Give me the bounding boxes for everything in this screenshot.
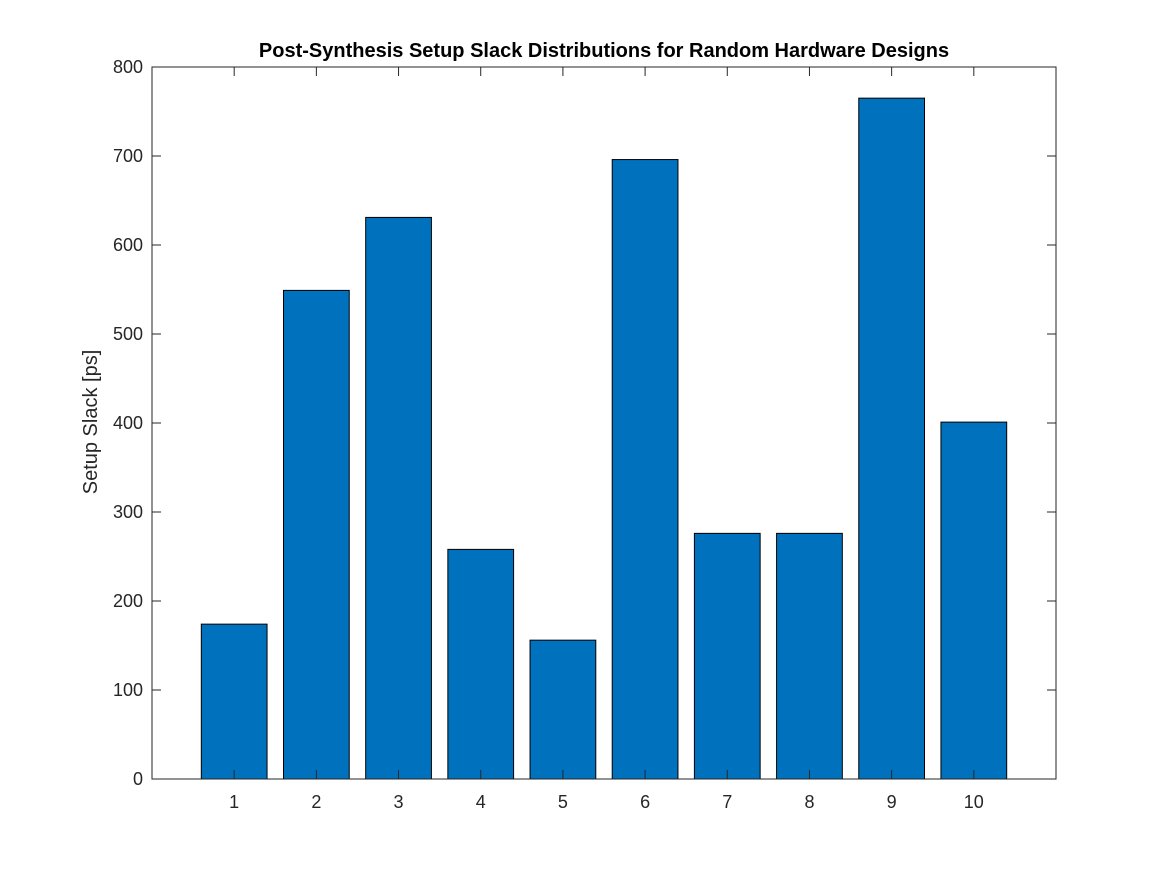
plot-area-frame — [151, 66, 1057, 780]
bar-8 — [776, 532, 843, 780]
bar-7 — [693, 532, 761, 780]
y-tick-label: 300 — [113, 502, 143, 522]
bar-10 — [940, 421, 1008, 780]
x-tick-label: 6 — [640, 792, 650, 812]
bar-2 — [282, 289, 350, 780]
x-tick-label: 3 — [394, 792, 404, 812]
y-axis-label: Setup Slack [ps] — [80, 350, 102, 495]
x-tick-label: 5 — [558, 792, 568, 812]
y-tick-label: 800 — [113, 57, 143, 77]
y-tick-label: 200 — [113, 591, 143, 611]
bars-group — [200, 97, 1008, 780]
bar-6 — [611, 159, 679, 780]
y-tick-label: 100 — [113, 680, 143, 700]
bar-1 — [200, 623, 268, 780]
y-tick-label: 600 — [113, 235, 143, 255]
x-tick-label: 8 — [804, 792, 814, 812]
y-tick-label: 400 — [113, 413, 143, 433]
x-tick-label: 7 — [722, 792, 732, 812]
bar-3 — [365, 216, 432, 780]
y-tick-label: 500 — [113, 324, 143, 344]
x-tick-label: 4 — [476, 792, 486, 812]
x-tick-label: 1 — [229, 792, 239, 812]
x-tick-label: 9 — [887, 792, 897, 812]
bar-4 — [447, 548, 515, 780]
bar-9 — [858, 97, 926, 780]
bar-5 — [529, 639, 597, 780]
chart-title: Post-Synthesis Setup Slack Distributions… — [259, 40, 949, 62]
y-tick-label: 0 — [133, 769, 143, 789]
x-tick-label: 2 — [311, 792, 321, 812]
y-tick-label: 700 — [113, 146, 143, 166]
x-tick-label: 10 — [964, 792, 984, 812]
